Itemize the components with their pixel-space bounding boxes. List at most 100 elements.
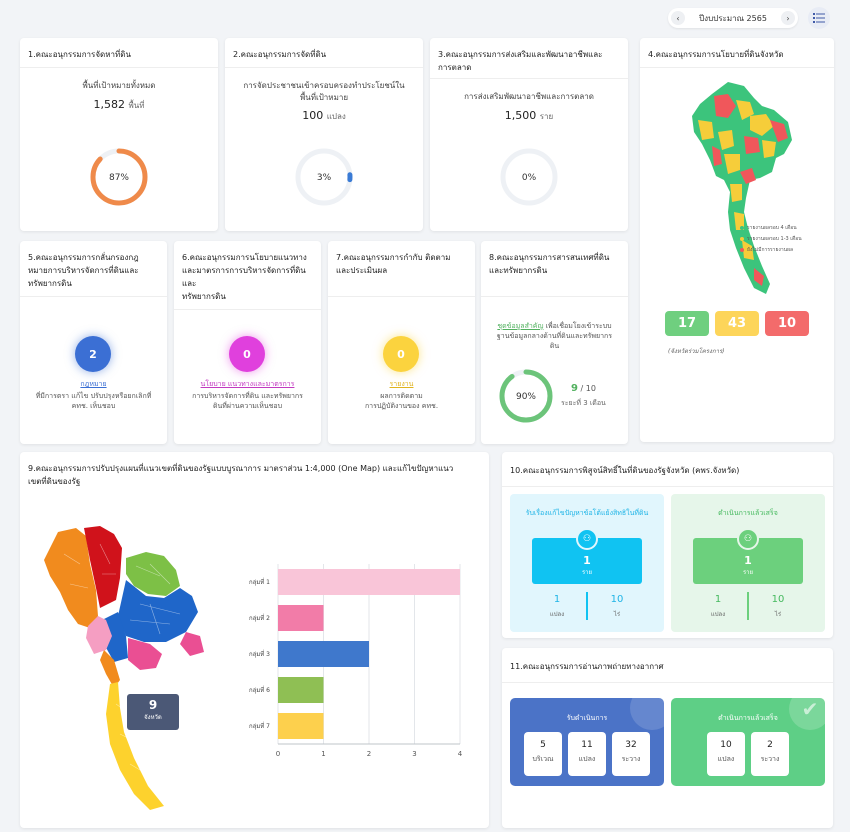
bar — [278, 641, 369, 667]
year-selector: ‹ ปีงบประมาณ 2565 › — [668, 8, 798, 28]
province-count-badge: 9 จังหวัด — [127, 694, 179, 730]
x-tick-label: 0 — [276, 750, 280, 758]
card-desc: การบริหารจัดการที่ดิน และทรัพยากร ดินที่ผ… — [192, 392, 303, 410]
card-title: 6.คณะอนุกรรมการนโยบายแนวทาง และมาตรการการ… — [174, 241, 321, 310]
chevron-left-icon[interactable]: ‹ — [671, 11, 685, 25]
x-tick-label: 4 — [458, 750, 463, 758]
stat-box: 11 แปลง — [568, 732, 606, 776]
group-bar-chart: 0 1 2 3 4 กลุ่มที่ 1 กลุ่มที่ 2 กลุ่มที่ 3 กลุ่ม… — [249, 564, 463, 758]
bar — [278, 713, 324, 739]
policy-link[interactable]: นโยบาย แนวทางและมาตรการ — [200, 380, 295, 388]
card-law-screening: 5.คณะอนุกรรมการกลั่นกรองกฎ หมายการบริหารจ… — [20, 241, 167, 444]
completed-panel: ดำเนินการแล้วเสร็จ 1 ราย ⚇ 1 แปลง 10 ไร่ — [671, 494, 825, 632]
card-subtitle: การจัดประชาชนเข้าครอบครองทำประโยชน์ใน พื้… — [243, 81, 405, 102]
received-panel: รับดำเนินการ 5 บริเวณ 11 แปลง 32 ระวาง — [510, 698, 664, 786]
progress-label: 0% — [522, 173, 537, 183]
card-career-development: 3.คณะอนุกรรมการส่งเสริมและพัฒนาอาชีพและก… — [430, 38, 628, 231]
pen-icon — [630, 698, 664, 730]
card-land-rights-verification: 10.คณะอนุกรรมการพิสูจน์สิทธิ์ในที่ดินของ… — [502, 452, 833, 638]
category-label: กลุ่มที่ 2 — [249, 614, 270, 622]
progress-ring: 90% — [499, 369, 553, 423]
one-map-region-map[interactable] — [40, 524, 230, 814]
card-title: 5.คณะอนุกรรมการกลั่นกรองกฎ หมายการบริหารจ… — [20, 241, 167, 297]
divider — [586, 592, 588, 620]
card-value: 1,500 ราย — [504, 109, 554, 122]
participating-provinces-note: (จังหวัดร่วมโครงการ) — [668, 348, 725, 355]
x-tick-label: 2 — [367, 750, 371, 758]
category-label: กลุ่มที่ 6 — [249, 686, 270, 694]
stat-box: 10 แปลง — [707, 732, 745, 776]
card-subtitle: การส่งเสริมพัฒนาอาชีพและการตลาด — [464, 92, 594, 101]
count-badge: 0 — [229, 336, 265, 372]
stat-box: 32 ระวาง — [612, 732, 650, 776]
x-tick-label: 3 — [412, 750, 416, 758]
stat-box: 2 ระวาง — [751, 732, 789, 776]
completed-panel: ✔ ดำเนินการแล้วเสร็จ 10 แปลง 2 ระวาง — [671, 698, 825, 786]
legend-dot — [740, 226, 744, 230]
card-land-allocation: 2.คณะอนุกรรมการจัดที่ดิน การจัดประชาชนเข… — [225, 38, 423, 231]
card-value: 100 แปลง — [302, 109, 346, 122]
dataset-link[interactable]: ชุดข้อมูลสำคัญ — [497, 322, 544, 330]
category-label: กลุ่มที่ 7 — [249, 722, 270, 730]
bar — [278, 677, 324, 703]
card-land-acquisition: 1.คณะอนุกรรมการจัดหาที่ดิน พื้นที่เป้าหม… — [20, 38, 218, 231]
card-desc: ที่มีการตรา แก้ไข ปรับปรุงหรือยกเลิกที่ค… — [35, 392, 152, 410]
card-one-map: 9.คณะอนุกรรมการปรับปรุงแผนที่แนวเขตที่ดิ… — [20, 452, 489, 828]
stat-reported-4-months: 17 — [665, 311, 709, 336]
rai-stat: 10 ไร่ — [610, 594, 624, 618]
stat-not-reported: 10 — [765, 311, 809, 336]
panel-heading: รับดำเนินการ — [566, 714, 608, 722]
thailand-province-map[interactable] — [684, 80, 794, 300]
card-title: 2.คณะอนุกรรมการจัดที่ดิน — [225, 38, 423, 68]
card-title: 1.คณะอนุกรรมการจัดหาที่ดิน — [20, 38, 218, 68]
year-label: ปีงบประมาณ 2565 — [699, 13, 767, 23]
card-title: 7.คณะอนุกรรมการกำกับ ติดตาม และประเมินผล — [328, 241, 475, 297]
stat-reported-1-3-months: 43 — [715, 311, 759, 336]
progress-label: 87% — [109, 173, 129, 183]
card-land-information: 8.คณะอนุกรรมการสารสนเทศที่ดิน และทรัพยากร… — [481, 241, 628, 444]
panel-heading: ดำเนินการแล้วเสร็จ — [718, 714, 778, 722]
list-icon — [813, 13, 825, 23]
card-title: 4.คณะอนุกรรมการนโยบายที่ดินจังหวัด — [640, 38, 834, 68]
progress-ring: 0% — [500, 148, 558, 206]
check-icon: ✔ — [789, 698, 825, 730]
count-badge: 2 — [75, 336, 111, 372]
card-title: 9.คณะอนุกรรมการปรับปรุงแผนที่แนวเขตที่ดิ… — [28, 464, 454, 486]
legend-dot — [740, 237, 744, 241]
people-icon: ⚇ — [737, 528, 759, 550]
laws-link[interactable]: กฎหมาย — [80, 380, 107, 388]
list-view-button[interactable] — [808, 7, 830, 29]
progress-label: 90% — [516, 392, 536, 402]
rai-stat: 10 ไร่ — [771, 594, 785, 618]
report-link[interactable]: รายงาน — [389, 380, 414, 388]
card-title: 3.คณะอนุกรรมการส่งเสริมและพัฒนาอาชีพและก… — [430, 38, 628, 79]
completed-count-box: 1 ราย — [693, 538, 803, 584]
done-count: 9 / 10 — [571, 383, 596, 394]
legend-item: รายงานผลรอบ 4 เดือน — [740, 224, 797, 232]
panel-heading: รับเรื่องแก้ไขปัญหาข้อโต้แย้งสิทธิในที่ด… — [525, 509, 649, 517]
card-title: 8.คณะอนุกรรมการสารสนเทศที่ดิน และทรัพยากร… — [481, 241, 628, 297]
card-policy-guidelines: 6.คณะอนุกรรมการนโยบายแนวทาง และมาตรการการ… — [174, 241, 321, 444]
plots-stat: 1 แปลง — [710, 594, 726, 618]
card-title: 11.คณะอนุกรรมการอ่านภาพถ่ายทางอากาศ — [502, 648, 833, 683]
category-label: กลุ่มที่ 1 — [249, 578, 270, 586]
card-aerial-photo: 11.คณะอนุกรรมการอ่านภาพถ่ายทางอากาศ รับด… — [502, 648, 833, 828]
received-panel: รับเรื่องแก้ไขปัญหาข้อโต้แย้งสิทธิในที่ด… — [510, 494, 664, 632]
stat-box: 5 บริเวณ — [524, 732, 562, 776]
plots-stat: 1 แปลง — [549, 594, 565, 618]
card-desc: ผลการติดตาม การปฏิบัติงานของ คทช. — [364, 392, 439, 410]
period-label: ระยะที่ 3 เดือน — [561, 399, 606, 407]
count-badge: 0 — [383, 336, 419, 372]
category-label: กลุ่มที่ 3 — [249, 650, 270, 658]
panel-heading: ดำเนินการแล้วเสร็จ — [718, 509, 778, 517]
x-tick-label: 1 — [321, 750, 325, 758]
progress-ring: 87% — [90, 148, 148, 206]
card-value: 1,582 พื้นที่ — [93, 98, 145, 111]
chevron-right-icon[interactable]: › — [780, 11, 795, 25]
progress-label: 3% — [317, 173, 332, 183]
bar — [278, 569, 460, 595]
legend-item: ยังไม่มีการรายงานผล — [740, 246, 793, 254]
card-subtitle: พื้นที่เป้าหมายทั้งหมด — [82, 81, 156, 90]
bar — [278, 605, 324, 631]
divider — [747, 592, 749, 620]
